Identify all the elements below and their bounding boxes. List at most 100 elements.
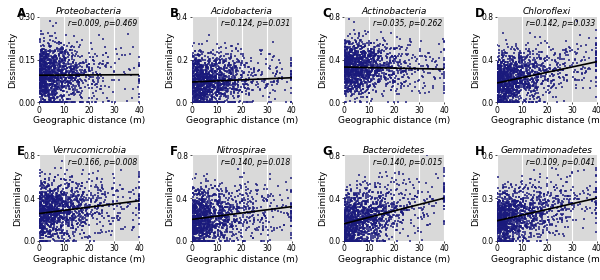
Point <box>36 100 46 104</box>
Point <box>227 190 237 195</box>
Point <box>358 222 368 227</box>
Point <box>493 237 502 241</box>
Point <box>248 87 257 92</box>
Point <box>343 65 353 69</box>
Point <box>102 61 112 65</box>
Point <box>370 216 379 221</box>
Point <box>535 211 544 216</box>
Point <box>499 94 508 98</box>
Point <box>541 198 550 203</box>
Point <box>496 195 505 200</box>
Point <box>340 65 350 70</box>
Point <box>526 90 536 94</box>
Point <box>567 62 577 67</box>
Point <box>56 207 66 212</box>
Point <box>189 239 199 243</box>
Point <box>341 232 351 237</box>
Point <box>235 87 245 92</box>
Point <box>38 73 47 77</box>
Point <box>362 80 372 85</box>
Point <box>75 100 85 104</box>
Point <box>65 211 75 215</box>
Point <box>39 214 49 218</box>
Point <box>191 228 200 232</box>
Point <box>493 74 502 78</box>
Point <box>493 100 503 104</box>
Point <box>572 197 582 201</box>
Point <box>358 207 368 212</box>
Point <box>506 238 516 243</box>
Point <box>36 181 46 186</box>
Point <box>510 94 520 98</box>
Point <box>505 64 515 69</box>
Point <box>364 223 373 227</box>
Point <box>212 77 221 81</box>
Point <box>41 76 50 81</box>
Point <box>39 88 49 93</box>
Point <box>353 70 362 74</box>
Point <box>508 59 518 63</box>
Point <box>203 199 213 204</box>
Point <box>523 205 532 210</box>
Point <box>56 225 65 229</box>
Point <box>41 87 50 92</box>
Point <box>67 100 77 104</box>
Point <box>189 239 199 243</box>
Point <box>502 94 511 99</box>
Point <box>356 69 366 74</box>
Point <box>225 230 235 234</box>
Point <box>506 61 515 66</box>
Point <box>496 211 505 215</box>
Point <box>539 212 548 216</box>
Point <box>371 53 381 57</box>
Point <box>377 209 386 213</box>
Point <box>493 218 502 222</box>
Point <box>41 64 50 69</box>
Point <box>364 218 373 223</box>
Point <box>35 78 45 83</box>
Point <box>67 174 77 178</box>
Point <box>49 220 59 225</box>
Point <box>497 80 507 85</box>
Point <box>50 100 59 104</box>
Point <box>530 60 540 64</box>
Point <box>496 213 505 217</box>
Point <box>517 53 526 58</box>
Point <box>35 195 44 200</box>
Point <box>114 57 124 62</box>
Point <box>188 62 197 66</box>
Point <box>193 100 203 104</box>
Point <box>367 41 376 45</box>
Point <box>494 69 504 74</box>
Point <box>342 227 352 231</box>
Point <box>191 58 200 62</box>
Point <box>79 195 88 199</box>
Point <box>353 218 363 222</box>
Point <box>197 229 207 234</box>
Point <box>347 213 357 218</box>
Point <box>104 99 113 104</box>
Point <box>37 71 47 76</box>
Point <box>247 209 257 213</box>
Point <box>200 68 210 73</box>
Point <box>233 166 242 171</box>
Point <box>533 235 542 239</box>
Point <box>343 81 352 85</box>
Point <box>230 60 240 65</box>
Point <box>388 235 397 239</box>
Point <box>530 200 539 205</box>
Point <box>204 207 214 212</box>
Point <box>362 41 371 45</box>
Point <box>374 209 383 213</box>
Point <box>592 50 600 55</box>
Point <box>194 209 204 213</box>
Point <box>47 207 57 211</box>
Point <box>119 186 128 191</box>
Point <box>35 78 44 83</box>
Point <box>500 69 509 74</box>
Point <box>193 53 203 58</box>
Point <box>58 216 67 221</box>
Point <box>494 238 504 243</box>
Point <box>40 75 50 80</box>
Point <box>377 214 387 218</box>
